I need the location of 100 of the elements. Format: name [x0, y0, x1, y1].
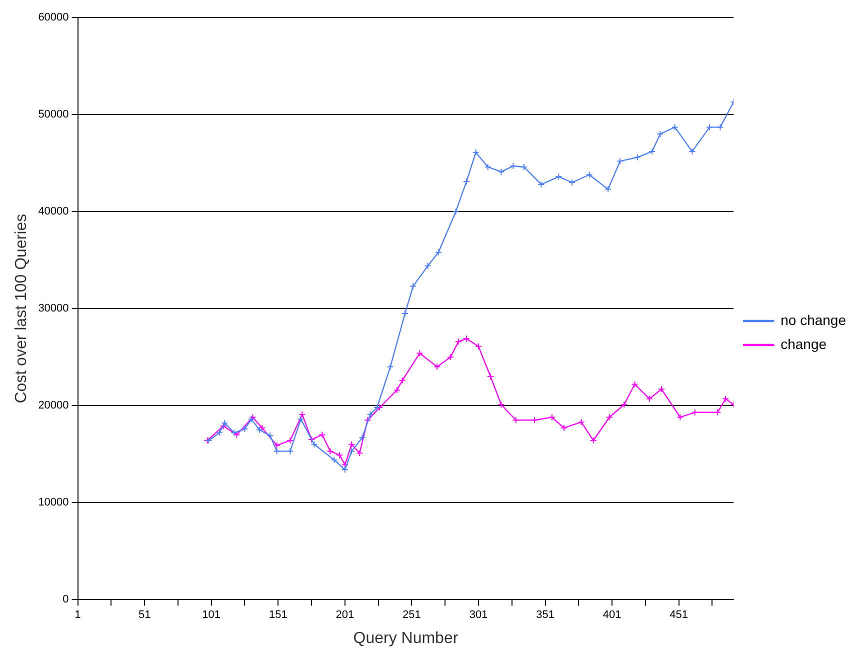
point [462, 178, 470, 186]
point [606, 414, 613, 421]
point [266, 432, 274, 440]
point [634, 154, 641, 161]
point [434, 248, 442, 256]
point [531, 416, 538, 424]
x-tick-label: 351 [536, 609, 554, 622]
point [722, 395, 730, 402]
point [330, 456, 338, 464]
point [454, 338, 462, 346]
point [348, 448, 356, 455]
point [297, 416, 304, 423]
x-tick-label: 401 [602, 609, 622, 622]
point [416, 350, 424, 357]
point [273, 442, 280, 449]
x-tick-label: 451 [670, 609, 688, 622]
point [462, 335, 470, 342]
point [474, 342, 482, 350]
point [510, 162, 517, 170]
y-tick-label: 20000 [38, 400, 69, 412]
x-tick-label: 201 [336, 609, 354, 622]
point [256, 426, 263, 434]
point [568, 179, 576, 186]
point [716, 124, 724, 131]
point [616, 158, 624, 165]
point [341, 461, 348, 468]
point [424, 262, 432, 270]
point [230, 429, 238, 436]
point [356, 450, 364, 457]
x-tick-label: 101 [202, 609, 221, 622]
point [273, 448, 280, 455]
x-tick-label: 151 [268, 609, 288, 622]
legend-label: change [780, 336, 827, 352]
point [286, 437, 294, 444]
point [646, 395, 653, 402]
point [487, 373, 494, 380]
point [586, 171, 593, 178]
point [512, 416, 520, 424]
point [348, 440, 356, 448]
point [520, 163, 528, 170]
point [604, 186, 612, 193]
point [691, 408, 698, 416]
point [688, 148, 696, 155]
y-tick-label: 0 [62, 594, 69, 606]
point [452, 208, 460, 216]
point [233, 431, 240, 438]
point [671, 124, 678, 131]
x-axis-title: Query Number [353, 630, 459, 647]
point [631, 380, 638, 388]
legend-label: no change [780, 312, 846, 328]
point [336, 452, 344, 459]
point [498, 401, 505, 408]
y-tick-label: 40000 [38, 206, 69, 218]
point [484, 163, 492, 170]
point [410, 282, 417, 290]
y-tick-label: 30000 [38, 302, 69, 315]
x-tick-label: 251 [402, 609, 421, 622]
point [676, 414, 684, 421]
point [538, 180, 545, 188]
point [310, 440, 318, 448]
point [560, 424, 568, 432]
point [434, 363, 441, 370]
y-tick-label: 10000 [38, 496, 69, 509]
point [298, 410, 306, 418]
point [656, 130, 664, 138]
point [364, 416, 372, 424]
point [658, 386, 665, 393]
point [498, 168, 505, 176]
point [648, 148, 656, 155]
y-tick-label: 50000 [38, 108, 69, 121]
point [358, 434, 366, 442]
point [221, 420, 228, 427]
point [706, 124, 714, 131]
point [714, 408, 722, 416]
point [578, 418, 585, 426]
point [373, 404, 380, 412]
point [308, 436, 316, 444]
point [341, 466, 348, 474]
point [555, 173, 562, 180]
point [620, 401, 628, 408]
point [548, 414, 556, 421]
x-tick-label: 1 [74, 609, 81, 622]
point [398, 376, 406, 384]
point [258, 424, 266, 432]
x-tick-label: 51 [138, 609, 151, 622]
point [590, 437, 597, 444]
point [241, 425, 248, 432]
point [318, 431, 326, 438]
x-tick-label: 301 [469, 609, 488, 622]
point [446, 354, 454, 361]
point [472, 148, 480, 156]
point [366, 410, 374, 418]
y-axis-title: Cost over last 100 Queries [13, 214, 30, 404]
point [286, 448, 294, 455]
y-tick-label: 60000 [38, 12, 69, 24]
point [394, 386, 401, 394]
point [326, 448, 334, 455]
point [386, 363, 394, 370]
point [402, 310, 409, 317]
point [216, 429, 223, 436]
